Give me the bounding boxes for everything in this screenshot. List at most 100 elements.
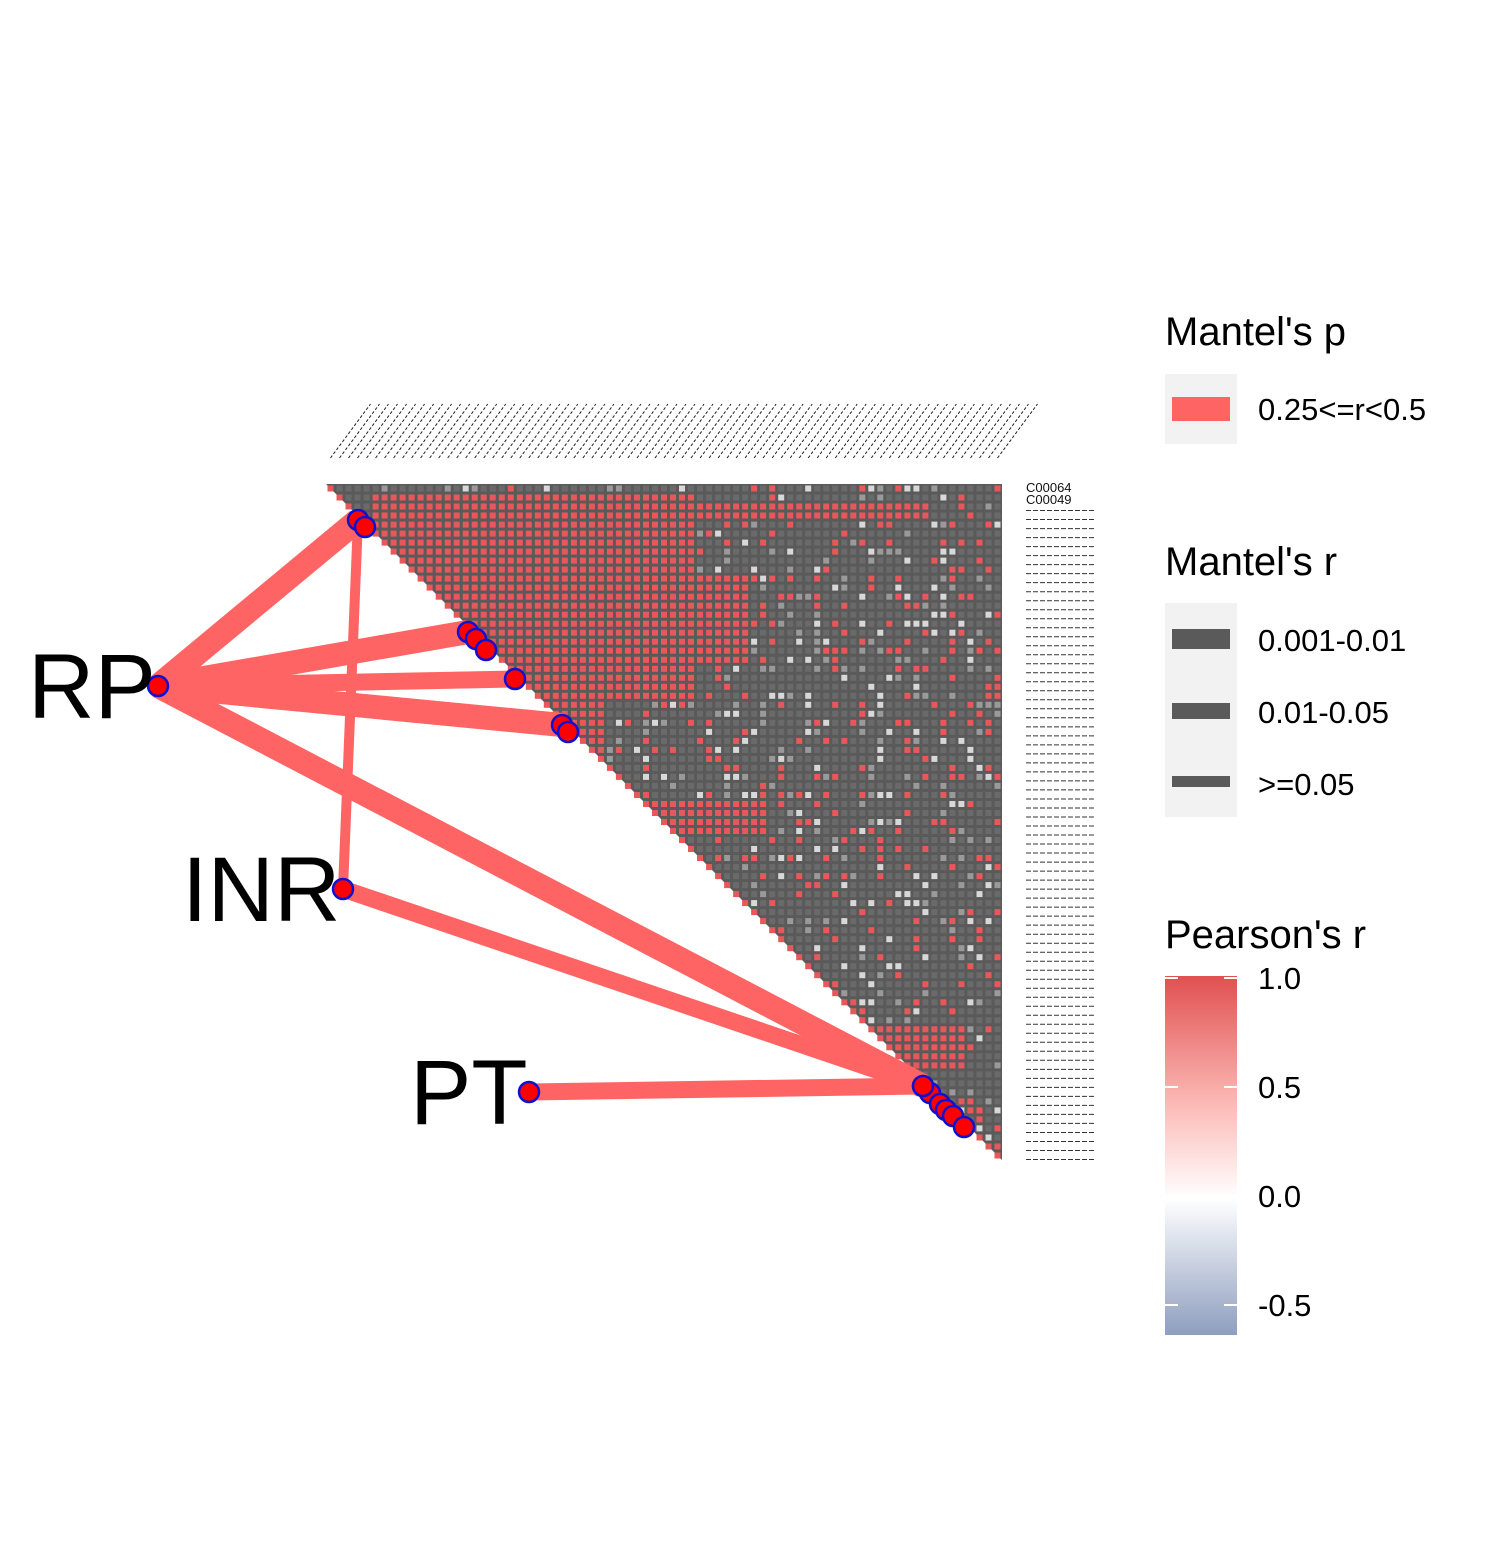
heatmap-cell <box>814 972 821 979</box>
column-label-glyph <box>438 403 480 459</box>
heatmap-cell <box>516 494 523 501</box>
heatmap-cell <box>895 972 902 979</box>
heatmap-cell <box>715 801 722 807</box>
heatmap-cell <box>570 494 577 501</box>
heatmap-cell <box>615 521 622 528</box>
heatmap-cell <box>904 521 911 528</box>
heatmap-cell <box>381 521 388 528</box>
heatmap-cell <box>994 1107 1001 1114</box>
heatmap-cell <box>985 873 992 880</box>
heatmap-cell <box>588 674 595 681</box>
heatmap-cell <box>877 873 884 880</box>
heatmap-cell <box>787 656 794 663</box>
heatmap-cell <box>940 963 947 970</box>
heatmap-cell <box>715 566 722 573</box>
heatmap-cell <box>679 593 685 600</box>
heatmap-cell <box>543 683 550 690</box>
heatmap-cell <box>787 566 794 573</box>
heatmap-cell <box>922 773 929 780</box>
heatmap-cell <box>940 801 947 807</box>
heatmap-cell <box>778 665 785 672</box>
heatmap-cell <box>823 530 830 537</box>
heatmap-cell <box>859 539 866 546</box>
heatmap-cell <box>606 764 613 771</box>
heatmap-cell <box>931 1053 938 1060</box>
column-label-glyph <box>645 403 687 459</box>
heatmap-cell <box>940 485 947 492</box>
heatmap-cell <box>841 782 848 789</box>
heatmap-cell <box>886 810 893 816</box>
heatmap-cell <box>967 575 974 582</box>
heatmap-cell <box>823 602 830 609</box>
heatmap-cell <box>787 801 794 807</box>
heatmap-cell <box>606 557 613 564</box>
heatmap-cell <box>832 945 839 952</box>
heatmap-cell <box>697 602 703 609</box>
heatmap-cell <box>976 782 983 789</box>
heatmap-cell <box>634 719 640 726</box>
heatmap-cell <box>877 530 884 537</box>
heatmap-cell <box>841 539 848 546</box>
heatmap-cell <box>543 512 550 519</box>
heatmap-cell <box>832 692 839 699</box>
heatmap-cell <box>985 1098 992 1105</box>
heatmap-cell <box>778 855 785 861</box>
heatmap-cell <box>868 1008 875 1015</box>
heatmap-cell <box>967 566 974 573</box>
heatmap-cell <box>670 719 676 726</box>
heatmap-cell <box>507 566 514 573</box>
heatmap-cell <box>895 530 902 537</box>
heatmap-cell <box>516 575 523 582</box>
heatmap-cell <box>715 810 722 816</box>
column-label-glyph <box>780 403 822 459</box>
column-label-glyph <box>970 403 1011 459</box>
heatmap-cell <box>895 692 902 699</box>
heatmap-cell <box>967 1098 974 1105</box>
heatmap-cell <box>507 503 514 510</box>
legend-mantel-r-title: Mantel's r <box>1165 540 1337 584</box>
heatmap-cell <box>976 1053 983 1060</box>
heatmap-cell <box>399 539 406 546</box>
column-label-glyph <box>960 403 1002 459</box>
heatmap-cell <box>444 485 451 492</box>
column-label-glyph <box>627 403 669 459</box>
heatmap-cell <box>985 810 992 816</box>
heatmap-cell <box>904 539 911 546</box>
heatmap-cell <box>940 891 947 898</box>
heatmap-cell <box>994 647 1001 654</box>
heatmap-cell <box>967 683 974 690</box>
heatmap-cell <box>724 819 731 825</box>
heatmap-cell <box>724 629 731 636</box>
heatmap-cell <box>949 846 956 852</box>
heatmap-cell <box>498 611 505 618</box>
heatmap-cell <box>976 1098 983 1105</box>
heatmap-cell <box>706 629 713 636</box>
heatmap-cell <box>985 1143 992 1150</box>
heatmap-cell <box>868 692 875 699</box>
heatmap-cell <box>670 485 676 492</box>
heatmap-cell <box>778 584 785 591</box>
heatmap-cell <box>994 882 1001 889</box>
heatmap-cell <box>498 494 505 501</box>
heatmap-cell <box>976 755 983 762</box>
heatmap-cell <box>435 548 442 555</box>
heatmap-cell <box>967 990 974 997</box>
heatmap-cell <box>976 584 983 591</box>
heatmap-cell <box>733 521 740 528</box>
heatmap-cell <box>868 620 875 627</box>
heatmap-cell <box>498 629 505 636</box>
heatmap-cell <box>742 557 749 564</box>
heatmap-cell <box>940 557 947 564</box>
heatmap-cell <box>967 782 974 789</box>
heatmap-cell <box>480 557 487 564</box>
heatmap-cell <box>597 665 604 672</box>
heatmap-cell <box>579 521 586 528</box>
heatmap-cell <box>859 954 866 961</box>
heatmap-cell <box>742 710 749 717</box>
heatmap-cell <box>688 512 694 519</box>
heatmap-cell <box>652 665 658 672</box>
heatmap-cell <box>634 629 640 636</box>
heatmap-cell <box>579 494 586 501</box>
heatmap-cell <box>805 602 812 609</box>
heatmap-cell <box>381 530 388 537</box>
